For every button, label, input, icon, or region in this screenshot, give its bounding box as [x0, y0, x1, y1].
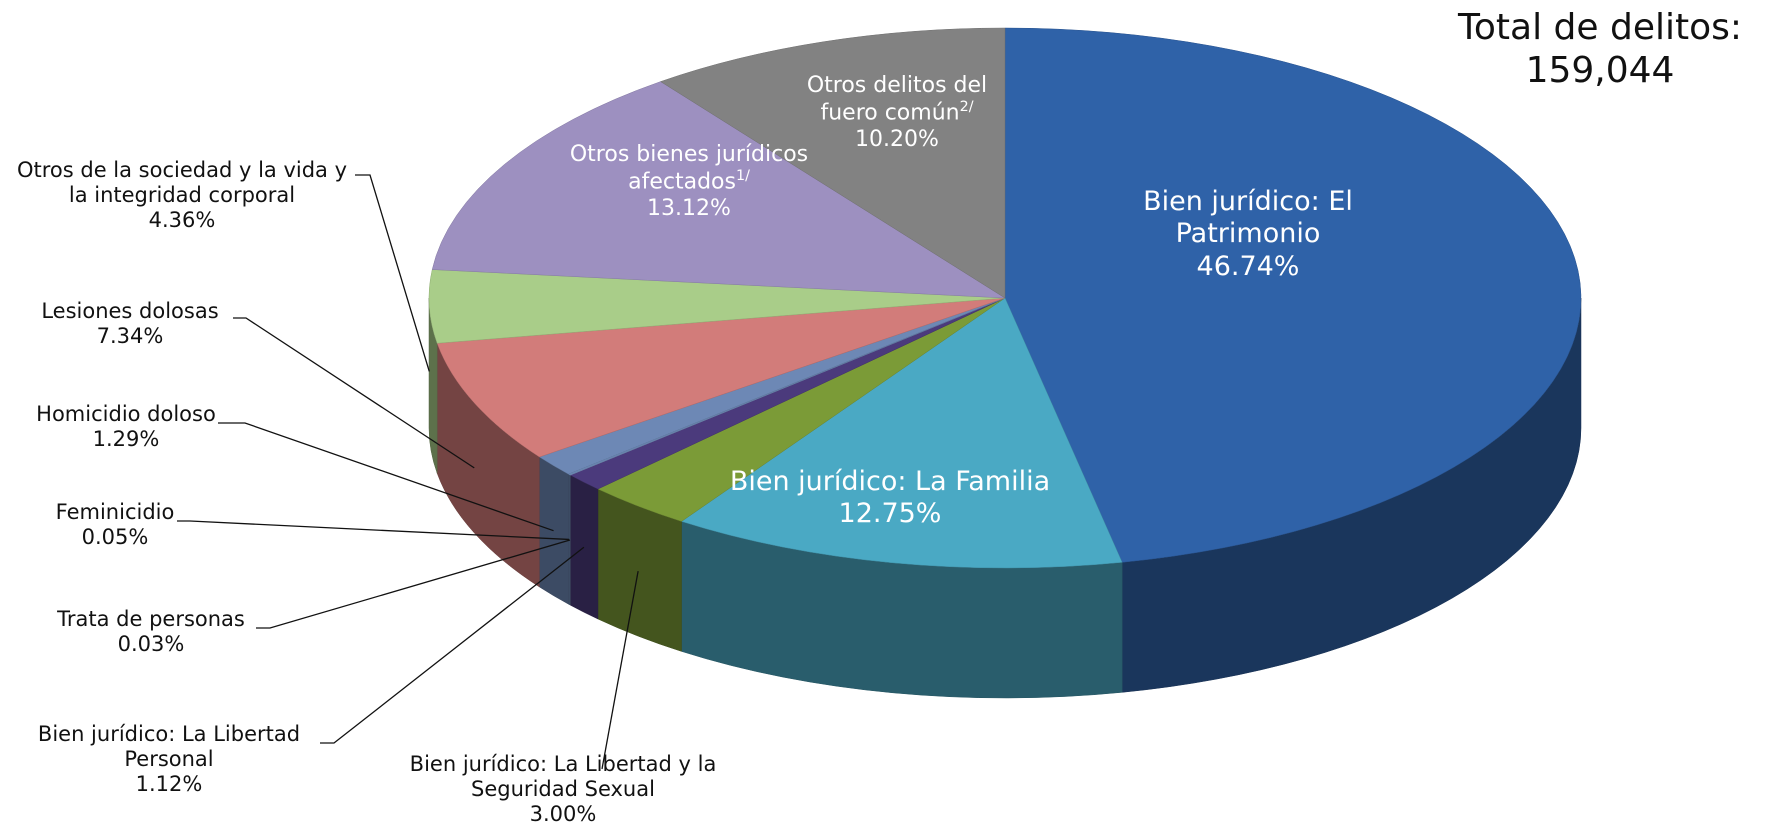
slice [431, 81, 1006, 299]
slice-name: Otros de la sociedad y la vida y la inte… [7, 158, 357, 208]
slice-value-label: 13.12% [647, 196, 731, 222]
slice [436, 297, 1006, 458]
slice-name-text: Bien jurídico: La Libertad y la Segurida… [409, 752, 717, 802]
slice-name-text: Homicidio doloso [36, 402, 216, 426]
slice-name-text: Lesiones dolosas [41, 299, 219, 323]
slice-label: Bien jurídico: La Familia 12.75% [670, 466, 1110, 531]
slice-value-label: 10.20% [855, 127, 939, 153]
slice-value-label: 0.05% [81, 525, 149, 550]
leader-line [256, 539, 571, 629]
slice-name: Otros bienes jurídicos afectados1/ [544, 142, 834, 196]
slice-name-text: Trata de personas [57, 607, 245, 631]
leader-line [177, 520, 570, 541]
slice-name: Bien jurídico: La Libertad y la Segurida… [378, 752, 748, 802]
total-value: 159,044 [1525, 50, 1675, 92]
slice-name: Trata de personas [21, 607, 281, 632]
slice-name-text: Bien jurídico: El Patrimonio [1143, 186, 1353, 250]
slice-value-label: 1.12% [135, 772, 203, 797]
leader-line [355, 174, 430, 372]
slice-value-label: 0.03% [117, 632, 185, 657]
slice-value-label: 46.74% [1196, 250, 1300, 282]
slice-name: Feminicidio [15, 500, 215, 525]
footnote-mark: 1/ [735, 168, 750, 185]
slice-label: Otros delitos del fuero común2/10.20% [782, 73, 1012, 154]
slice [1004, 27, 1582, 563]
slice-name: Otros delitos del fuero común2/ [782, 73, 1012, 127]
leader-line [320, 546, 585, 744]
slice-name: Bien jurídico: La Familia [670, 466, 1110, 498]
slice-name: Lesiones dolosas [25, 299, 235, 324]
slice-name: Bien jurídico: La Libertad Personal [14, 722, 324, 772]
slice-label: Homicidio doloso 1.29% [11, 402, 241, 452]
slice-label: Otros de la sociedad y la vida y la inte… [7, 158, 357, 234]
leader-line [218, 422, 554, 532]
total-annotation: Total de delitos: 159,044 [1440, 6, 1760, 92]
slice-name-text: Feminicidio [55, 500, 175, 524]
total-label: Total de delitos: [1458, 7, 1742, 48]
slice-label: Bien jurídico: La Libertad y la Segurida… [378, 752, 748, 828]
slice [660, 27, 1006, 299]
slice-name-text: Bien jurídico: La Libertad Personal [37, 722, 301, 772]
slice-label: Lesiones dolosas 7.34% [25, 299, 235, 349]
slice-label: Bien jurídico: El Patrimonio 46.74% [1118, 186, 1378, 283]
slice-side [539, 456, 569, 605]
slice-value-label: 12.75% [838, 498, 942, 530]
footnote-mark: 2/ [959, 99, 974, 116]
slice-name-text: Otros de la sociedad y la vida y la inte… [16, 158, 348, 208]
slice-name: Bien jurídico: El Patrimonio [1118, 186, 1378, 251]
slice-value-label: 7.34% [96, 324, 164, 349]
slice-side [570, 474, 599, 620]
slice-name-text: Otros delitos del fuero común [806, 73, 988, 126]
slice-label: Otros bienes jurídicos afectados1/13.12% [544, 142, 834, 223]
slice-name-text: Bien jurídico: La Familia [729, 466, 1051, 497]
slice-value-label: 4.36% [148, 208, 216, 233]
slice-label: Bien jurídico: La Libertad Personal 1.12% [14, 722, 324, 798]
slice-label: Feminicidio 0.05% [15, 500, 215, 550]
slice [680, 297, 1123, 569]
leader-line [233, 317, 475, 469]
leader-line [601, 571, 639, 770]
slice-label: Trata de personas 0.03% [21, 607, 281, 657]
slice-value-label: 3.00% [529, 802, 597, 827]
slice-name-text: Otros bienes jurídicos afectados [569, 142, 809, 195]
slice-value-label: 1.29% [92, 427, 160, 452]
slice-name: Homicidio doloso [11, 402, 241, 427]
